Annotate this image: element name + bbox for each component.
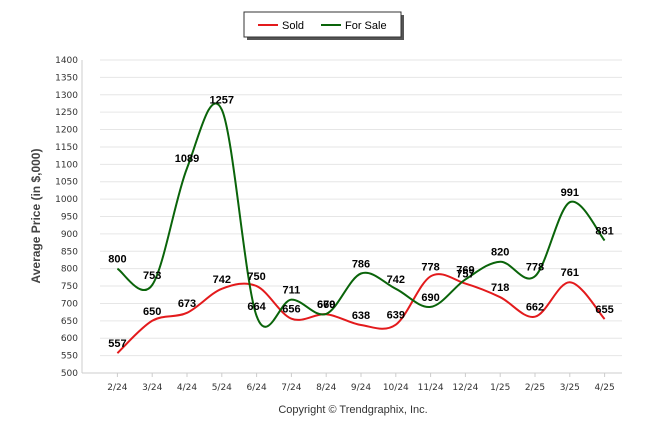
data-label-sold: 662 [526,302,544,314]
x-tick-label: 12/24 [452,383,478,393]
y-tick-label: 1200 [55,126,78,136]
y-tick-label: 550 [61,352,78,362]
data-label-sold: 718 [491,282,509,294]
y-tick-label: 1000 [55,195,78,205]
data-label-for-sale: 881 [595,225,613,237]
y-tick-label: 1050 [55,178,78,188]
y-tick-label: 900 [61,230,78,240]
data-label-sold: 638 [352,310,370,322]
data-label-sold: 669 [317,299,335,311]
data-label-sold: 655 [595,304,613,316]
y-tick-label: 950 [61,213,78,223]
legend: Sold For Sale [243,11,404,40]
data-label-sold: 656 [282,304,300,316]
x-tick-label: 6/24 [246,383,266,393]
data-label-for-sale: 1089 [175,153,199,165]
x-tick-label: 2/25 [525,383,545,393]
series-line-sold [116,273,606,354]
x-tick-label: 9/24 [351,383,371,393]
data-label-sold: 750 [247,271,265,283]
series-lines [116,102,606,354]
x-tick-label: 2/24 [107,383,127,393]
data-label-for-sale: 670 [317,299,335,311]
legend-label-sold: Sold [282,20,304,32]
x-tick-label: 7/24 [281,383,301,393]
series-line-for-sale [116,102,606,328]
y-tick-label: 850 [61,247,78,257]
y-tick-label: 650 [61,317,78,327]
data-label-for-sale: 991 [561,187,579,199]
y-tick-label: 1100 [55,160,78,170]
y-tick-label: 500 [61,369,78,379]
x-tick-label: 4/25 [594,383,614,393]
x-tick-label: 4/24 [177,383,197,393]
axes: 500 550 600 650 700 750 800 850 900 950 1000 1050 11… [55,56,622,393]
legend-label-for-sale: For Sale [345,20,387,32]
x-tick-label: 3/24 [142,383,162,393]
data-label-sold: 673 [178,298,196,310]
data-label-for-sale: 711 [283,285,301,297]
data-label-sold: 650 [143,306,161,318]
y-tick-label: 1250 [55,108,78,118]
x-tick-label: 8/24 [316,383,336,393]
data-label-for-sale: 800 [108,254,126,266]
y-tick-label: 1150 [55,143,78,153]
y-tick-label: 1400 [55,56,78,66]
x-tick-label: 11/24 [418,383,444,393]
data-label-for-sale: 786 [352,259,370,271]
data-label-sold: 639 [387,310,405,322]
y-tick-label: 1350 [55,73,78,83]
x-tick-label: 3/25 [560,383,580,393]
x-tick-label: 10/24 [383,383,409,393]
y-tick-label: 800 [61,265,78,275]
y-tick-label: 750 [61,282,78,292]
data-label-for-sale: 1257 [210,95,234,107]
data-label-sold: 742 [213,274,231,286]
y-tick-label: 1300 [55,91,78,101]
data-label-for-sale: 820 [491,247,509,259]
data-label-for-sale: 778 [526,261,544,273]
data-label-sold: 757 [456,269,474,281]
y-tick-label: 600 [61,334,78,344]
data-label-for-sale: 753 [143,270,161,282]
grid-lines [100,59,622,374]
y-tick-label: 700 [61,299,78,309]
data-label-sold: 557 [108,338,126,350]
data-label-sold: 778 [421,261,439,273]
x-tick-label: 1/25 [490,383,510,393]
data-label-for-sale: 690 [421,292,439,304]
data-label-for-sale: 742 [387,274,405,286]
data-label-sold: 761 [561,267,579,279]
copyright-text: Copyright © Trendgraphix, Inc. [278,404,427,416]
y-axis-title: Average Price (in $,000) [29,149,43,284]
data-labels: 557 650 673 742 750 656 669 638 639 778 757 718 662 7… [108,95,614,350]
x-tick-label: 5/24 [212,383,232,393]
data-label-for-sale: 769 [456,264,474,276]
data-label-for-sale: 664 [247,301,266,313]
